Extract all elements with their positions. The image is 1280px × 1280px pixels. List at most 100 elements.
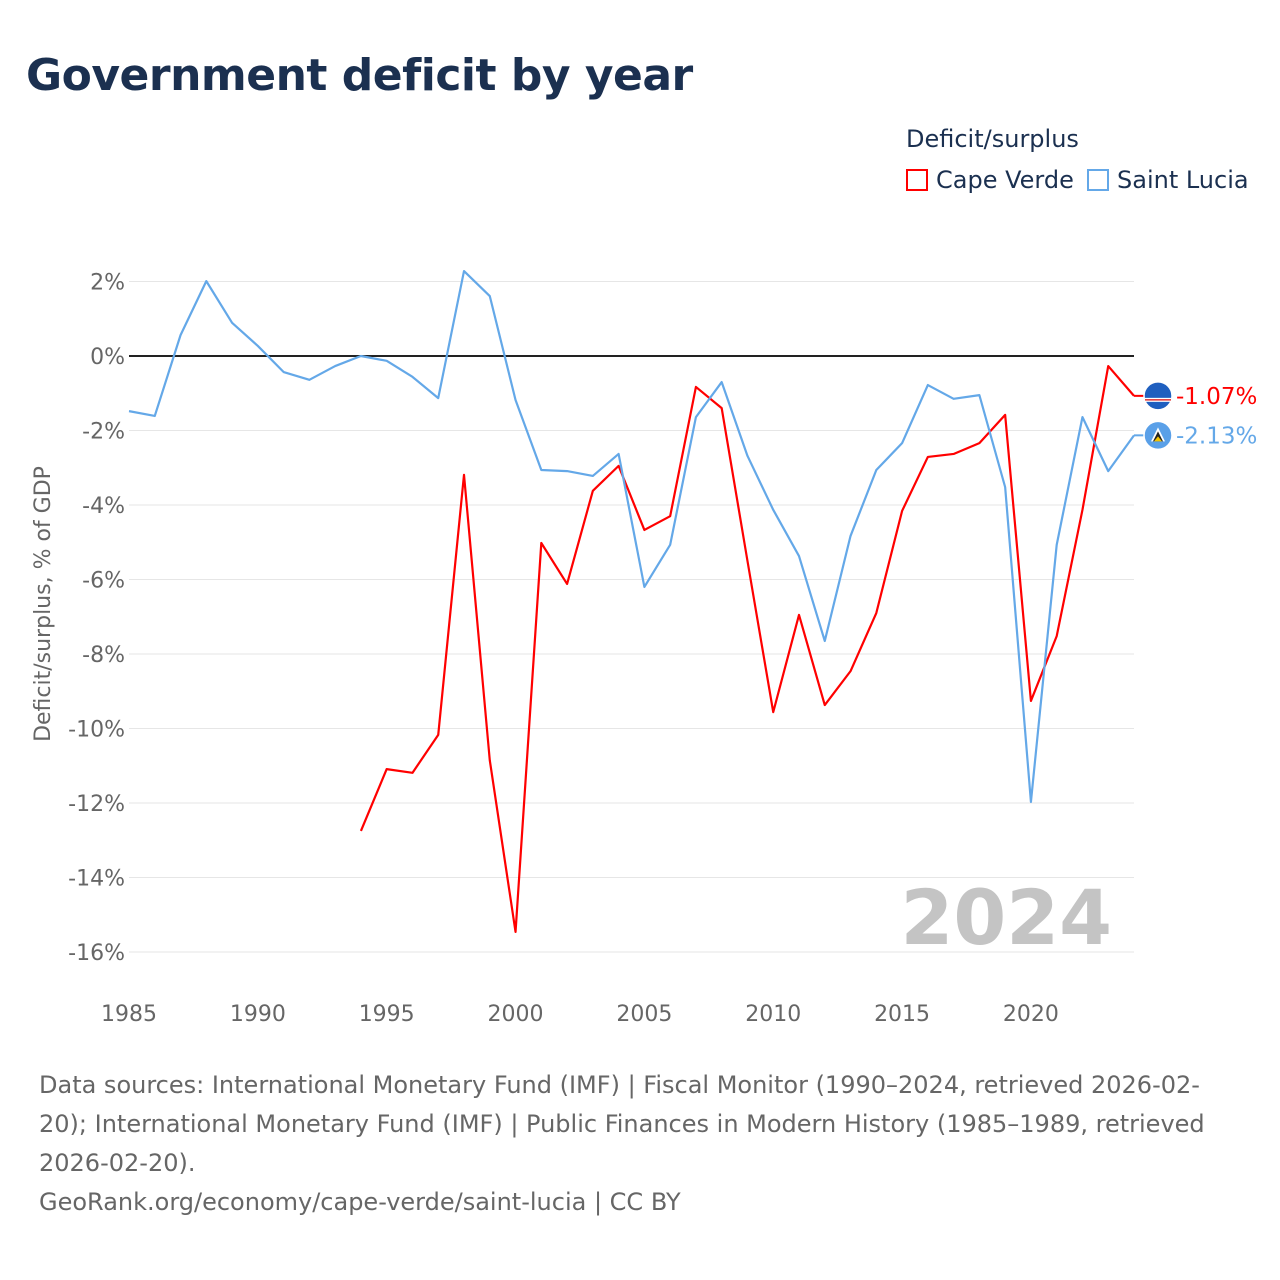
data-point	[642, 528, 646, 532]
data-point	[153, 414, 157, 418]
data-point	[462, 473, 466, 477]
data-point	[230, 321, 234, 325]
y-axis-label: Deficit/surplus, % of GDP	[31, 466, 56, 742]
data-point	[179, 333, 183, 337]
y-tick-label: -4%	[82, 494, 125, 519]
y-tick-label: -10%	[68, 718, 125, 743]
data-point	[565, 582, 569, 586]
data-point	[1106, 469, 1110, 473]
data-point	[307, 378, 311, 382]
data-point	[952, 397, 956, 401]
legend-swatch-saint-lucia	[1087, 169, 1109, 191]
data-point	[823, 639, 827, 643]
legend-label: Saint Lucia	[1117, 166, 1249, 194]
data-point	[1080, 508, 1084, 512]
data-point	[720, 406, 724, 410]
data-point	[436, 396, 440, 400]
data-point	[668, 514, 672, 518]
data-point	[797, 613, 801, 617]
data-point	[1106, 364, 1110, 368]
data-point	[617, 452, 621, 456]
data-point	[745, 454, 749, 458]
data-point	[359, 354, 363, 358]
x-tick-label: 1985	[101, 1002, 157, 1027]
legend-item-saint-lucia[interactable]: Saint Lucia	[1087, 166, 1249, 194]
data-point	[823, 703, 827, 707]
year-watermark: 2024	[900, 873, 1112, 962]
data-point	[488, 294, 492, 298]
data-point	[668, 543, 672, 547]
data-point	[900, 441, 904, 445]
data-point	[1003, 413, 1007, 417]
data-point	[926, 455, 930, 459]
data-point	[359, 829, 363, 833]
data-point	[204, 279, 208, 283]
y-tick-label: -14%	[68, 867, 125, 892]
data-point	[565, 469, 569, 473]
footer: Data sources: International Monetary Fun…	[39, 1066, 1239, 1222]
data-point	[1029, 699, 1033, 703]
data-point	[977, 393, 981, 397]
legend-label: Cape Verde	[936, 166, 1074, 194]
data-point	[436, 733, 440, 737]
data-point	[874, 611, 878, 615]
data-point	[462, 269, 466, 273]
end-value-label: -1.07%	[1176, 384, 1257, 410]
data-point	[771, 508, 775, 512]
data-point	[333, 364, 337, 368]
data-point	[591, 474, 595, 478]
data-point	[539, 468, 543, 472]
data-point	[514, 930, 518, 934]
data-point	[694, 415, 698, 419]
data-point	[282, 370, 286, 374]
data-point	[1080, 415, 1084, 419]
credit-link[interactable]: GeoRank.org/economy/cape-verde/saint-luc…	[39, 1188, 681, 1216]
data-point	[410, 771, 414, 775]
data-point	[720, 380, 724, 384]
data-point	[745, 559, 749, 563]
y-tick-label: 0%	[90, 345, 125, 370]
chart-title: Government deficit by year	[26, 50, 693, 101]
x-tick-label: 2000	[488, 1002, 544, 1027]
y-tick-label: -12%	[68, 792, 125, 817]
data-point	[591, 489, 595, 493]
data-point	[926, 383, 930, 387]
data-point	[385, 359, 389, 363]
flag-icon	[1143, 420, 1173, 451]
end-value-label: -2.13%	[1176, 423, 1257, 449]
flag-circle	[1143, 381, 1173, 411]
x-tick-label: 2015	[874, 1002, 930, 1027]
line-chart: 2024 2% 0% -2% -4% -6% -8% -10% -12% -14% -16% 1985…	[31, 269, 1257, 1027]
data-point	[874, 468, 878, 472]
series-line-cape-verde	[359, 364, 1135, 933]
data-point	[488, 758, 492, 762]
data-point	[771, 710, 775, 714]
legend-title: Deficit/surplus	[906, 125, 1079, 153]
data-point	[385, 767, 389, 771]
data-point	[1029, 800, 1033, 804]
y-tick-label: -6%	[82, 569, 125, 594]
y-tick-label: 2%	[90, 271, 125, 296]
data-point	[694, 385, 698, 389]
legend-item-cape-verde[interactable]: Cape Verde	[906, 166, 1074, 194]
x-tick-label: 1990	[230, 1002, 286, 1027]
data-point	[514, 398, 518, 402]
x-tick-label: 2010	[745, 1002, 801, 1027]
x-tick-label: 2005	[616, 1002, 672, 1027]
data-point	[900, 509, 904, 513]
flag-triangle	[1154, 436, 1162, 442]
data-point	[642, 585, 646, 589]
data-point	[797, 554, 801, 558]
flag-icon	[1143, 381, 1173, 411]
legend-swatch-cape-verde	[906, 169, 928, 191]
x-tick-label: 2020	[1003, 1002, 1059, 1027]
x-tick-label: 1995	[359, 1002, 415, 1027]
data-point	[256, 344, 260, 348]
data-point	[849, 534, 853, 538]
data-point	[1003, 485, 1007, 489]
y-tick-label: -16%	[68, 941, 125, 966]
y-tick-label: -8%	[82, 643, 125, 668]
data-point	[977, 441, 981, 445]
data-point	[952, 452, 956, 456]
